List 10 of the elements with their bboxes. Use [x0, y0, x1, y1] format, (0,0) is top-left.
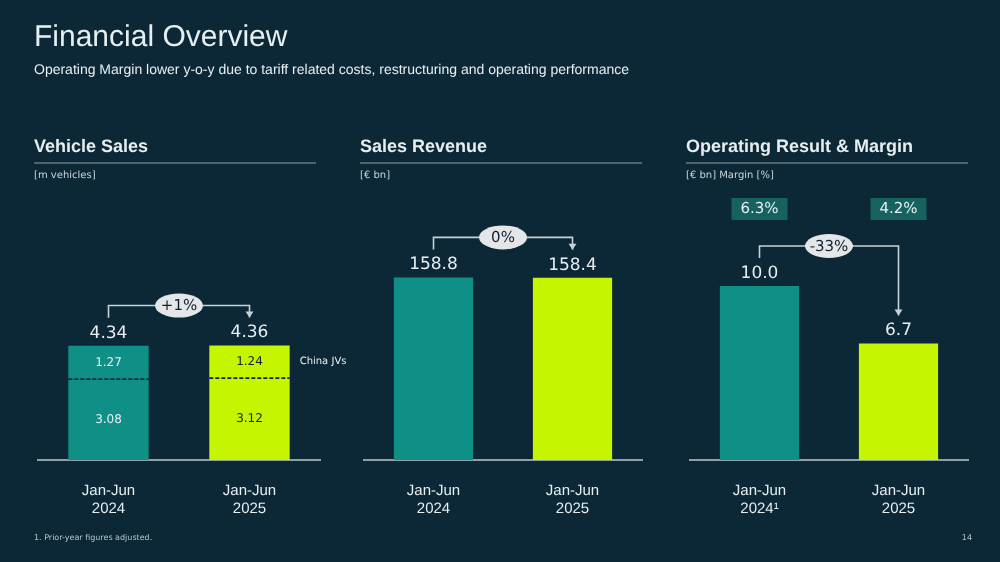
total-label: 4.36 [230, 323, 269, 344]
text: Financial Overview [34, 20, 288, 54]
data-label: 10.0 [740, 263, 779, 284]
chart-title: Vehicle Sales [34, 136, 316, 164]
data-label: 158.8 [409, 255, 458, 276]
chart-title: Sales Revenue [360, 136, 642, 164]
data-label: 158.4 [548, 255, 597, 276]
total-label: 4.34 [89, 323, 128, 344]
chart-title: Operating Result & Margin [686, 136, 968, 164]
data-label: 6.7 [884, 321, 913, 342]
